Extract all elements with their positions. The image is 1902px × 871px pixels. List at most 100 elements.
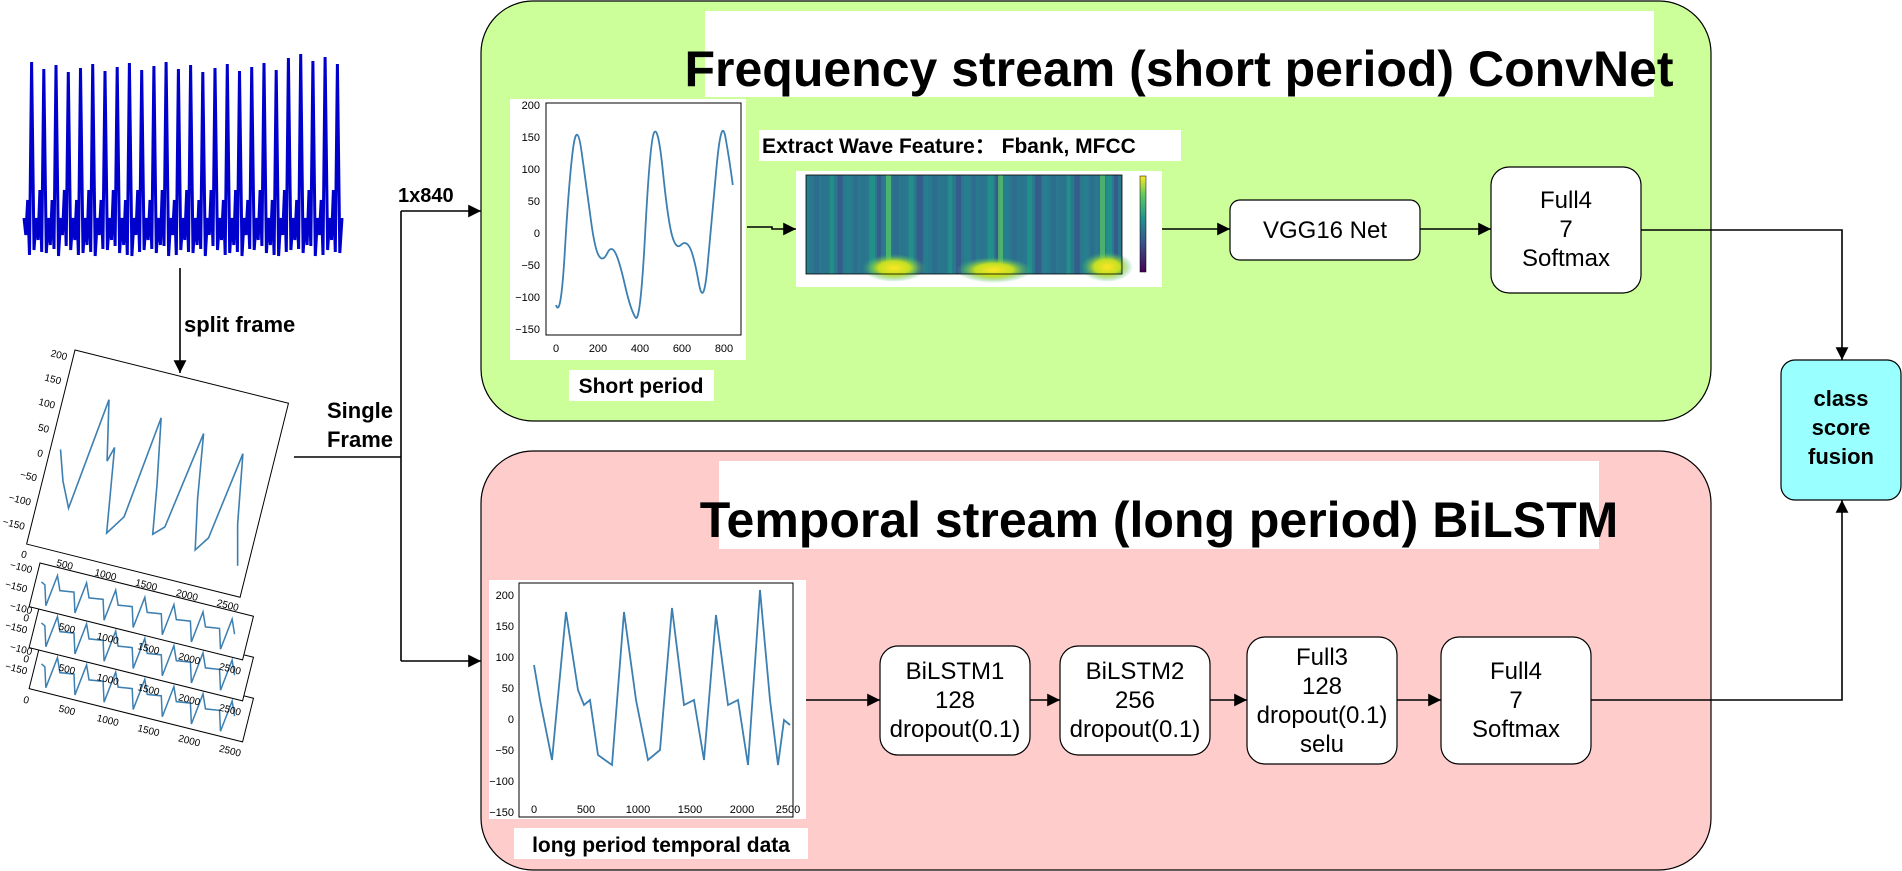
stacked-xtick: 500 — [57, 622, 76, 637]
temporal-full4-line: 7 — [1509, 687, 1522, 714]
bilstm1-line: dropout(0.1) — [890, 716, 1021, 743]
raw-signal-plot — [22, 53, 344, 257]
class-score-fusion-box — [1780, 359, 1902, 501]
short-xtick: 800 — [715, 343, 733, 355]
frame-xtick: 500 — [55, 558, 74, 573]
vgg16-label: VGG16 Net — [1263, 217, 1387, 244]
fusion-line: fusion — [1808, 444, 1874, 469]
stacked-xtick: 1500 — [136, 641, 161, 657]
short-period-label-bg — [569, 370, 714, 401]
stacked-xtick: 2000 — [177, 733, 202, 749]
frame-xtick: 2500 — [215, 598, 240, 614]
short-ytick: −100 — [515, 292, 540, 304]
frequency-full4-line: Softmax — [1522, 245, 1610, 272]
long-period-label: long period temporal data — [532, 834, 790, 857]
stacked-ytick: −100 — [9, 560, 34, 576]
frame-ytick: −50 — [19, 470, 39, 485]
short-ytick: 150 — [522, 132, 540, 144]
long-xtick: 0 — [531, 804, 537, 816]
short-period-plot: 200 150 100 50 0 −50 −100 −150 0 200 400… — [510, 99, 746, 360]
short-ytick: 100 — [522, 164, 540, 176]
stacked-xtick: 2000 — [177, 692, 202, 708]
short-ytick: 50 — [528, 196, 540, 208]
bilstm1-line: 128 — [935, 687, 975, 714]
stacked-ytick: −100 — [9, 642, 34, 658]
stacked-xtick: 500 — [57, 704, 76, 719]
full3-line: dropout(0.1) — [1257, 702, 1388, 729]
long-ytick: −150 — [489, 807, 514, 819]
full3-line: selu — [1300, 731, 1344, 758]
full3-line: 128 — [1302, 673, 1342, 700]
long-xtick: 1000 — [626, 804, 650, 816]
stacked-frames: −100 −150 0 500 1000 1500 2000 2500 −100… — [1, 348, 290, 760]
temporal-title-bg — [719, 461, 1599, 549]
stacked-ytick: −150 — [4, 620, 29, 636]
long-xtick: 2000 — [730, 804, 754, 816]
stacked-xtick: 0 — [22, 613, 30, 625]
long-ytick: 0 — [508, 714, 514, 726]
stacked-xtick: 500 — [57, 663, 76, 678]
short-xtick: 600 — [673, 343, 691, 355]
frame-ytick: 50 — [37, 423, 51, 436]
frequency-title-bg — [705, 11, 1654, 97]
long-period-label-bg — [514, 828, 808, 859]
stacked-xtick: 2500 — [218, 703, 243, 719]
bilstm1-line: BiLSTM1 — [906, 658, 1005, 685]
stacked-xtick: 0 — [22, 654, 30, 666]
stacked-xtick: 1500 — [136, 682, 161, 698]
vgg16-box — [1229, 199, 1421, 261]
long-ytick: −50 — [495, 745, 514, 757]
stacked-ytick: −150 — [4, 579, 29, 595]
long-xtick: 500 — [577, 804, 595, 816]
bilstm2-line: dropout(0.1) — [1070, 716, 1201, 743]
stacked-xtick: 2500 — [218, 662, 243, 678]
temporal-stream-title: Temporal stream (long period) BiLSTM — [700, 492, 1619, 548]
stacked-frame-1: 200 150 100 50 0 −50 −100 −150 0 500 100… — [1, 348, 290, 614]
frequency-to-fusion-arrow — [1641, 229, 1849, 360]
short-xtick: 400 — [631, 343, 649, 355]
feature-label-bg — [759, 130, 1181, 161]
long-ytick: 100 — [496, 652, 514, 664]
stacked-frame-2: −100 −150 0 500 1000 1500 2000 2500 — [4, 560, 255, 678]
temporal-full4-line: Full4 — [1490, 658, 1542, 685]
stacked-xtick: 1500 — [136, 723, 161, 739]
fusion-line: class — [1813, 386, 1868, 411]
bilstm2-line: BiLSTM2 — [1086, 658, 1185, 685]
long-ytick: 50 — [502, 683, 514, 695]
frame-xtick: 2000 — [175, 588, 200, 604]
frame-ytick: 0 — [36, 448, 44, 460]
bilstm2-line: 256 — [1115, 687, 1155, 714]
split-frame-label: split frame — [184, 312, 295, 337]
frequency-full4-line: 7 — [1559, 216, 1572, 243]
frame-ytick: 150 — [43, 373, 62, 388]
long-period-plot: 200 150 100 50 0 −50 −100 −150 0 500 100… — [489, 580, 806, 819]
frame-ytick: 100 — [37, 397, 56, 412]
frame-xtick: 1000 — [93, 568, 118, 584]
stacked-xtick: 1000 — [95, 713, 120, 729]
long-ytick: 200 — [496, 590, 514, 602]
frame-ytick: −100 — [7, 493, 32, 509]
short-ytick: −50 — [521, 260, 540, 272]
short-xtick: 200 — [589, 343, 607, 355]
single-frame-label-1: Single — [327, 398, 393, 423]
short-xtick: 0 — [553, 343, 559, 355]
stacked-ytick: −150 — [4, 661, 29, 677]
dimension-label: 1x840 — [398, 185, 454, 207]
frame-xtick: 1500 — [134, 578, 159, 594]
temporal-full4-line: Softmax — [1472, 716, 1560, 743]
short-period-label: Short period — [579, 375, 704, 398]
temporal-to-fusion-arrow — [1591, 499, 1849, 701]
full3-line: Full3 — [1296, 644, 1348, 671]
long-xtick: 1500 — [678, 804, 702, 816]
stacked-ytick: −100 — [9, 601, 34, 617]
long-ytick: 150 — [496, 621, 514, 633]
stacked-xtick: 0 — [22, 695, 30, 707]
stacked-xtick: 2000 — [177, 651, 202, 667]
fusion-line: score — [1812, 415, 1871, 440]
stacked-xtick: 1000 — [95, 672, 120, 688]
frequency-stream-title: Frequency stream (short period) ConvNet — [684, 41, 1673, 97]
frame-ytick: 200 — [49, 348, 68, 363]
short-ytick: 200 — [522, 100, 540, 112]
feature-label: Extract Wave Feature： Fbank, MFCC — [762, 135, 1136, 158]
long-ytick: −100 — [489, 776, 514, 788]
